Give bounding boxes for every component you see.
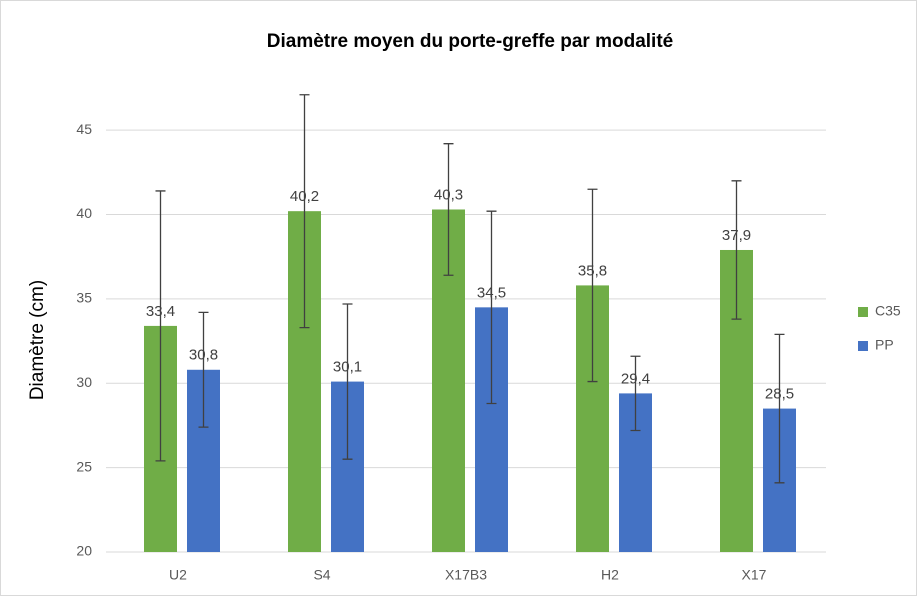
y-tick-label: 20 [76,543,92,559]
y-tick-label: 45 [76,121,92,137]
x-tick-label: H2 [601,567,619,583]
y-tick-label: 30 [76,374,92,390]
error-bar [774,333,785,484]
error-bar [486,210,497,405]
data-label: 30,1 [333,359,362,376]
error-bar [198,311,209,428]
x-tick-label: X17 [742,567,767,583]
data-label: 35,8 [578,262,607,279]
data-label: 34,5 [477,284,506,301]
legend-label: PP [875,337,894,353]
data-label: 40,2 [290,188,319,205]
legend-label: C35 [875,303,901,319]
data-label: 28,5 [765,386,794,403]
data-label: 37,9 [722,227,751,244]
error-bar [342,303,353,460]
chart-title: Diamètre moyen du porte-greffe par modal… [267,31,673,52]
y-tick-label: 35 [76,290,92,306]
y-tick-label: 40 [76,205,92,221]
data-label: 33,4 [146,303,175,320]
data-label: 40,3 [434,186,463,203]
data-label: 30,8 [189,347,218,364]
error-bar [731,180,742,320]
error-bar [155,190,166,462]
data-label: 29,4 [621,370,650,387]
x-tick-label: S4 [313,567,330,583]
x-tick-label: X17B3 [445,567,487,583]
y-axis-label: Diamètre (cm) [27,280,48,400]
error-bar [587,188,598,383]
legend-swatch [858,341,868,351]
error-bar [630,355,641,432]
x-tick-label: U2 [169,567,187,583]
legend-swatch [858,307,868,317]
error-bar [299,94,310,329]
error-bar [443,143,454,276]
y-tick-label: 25 [76,458,92,474]
